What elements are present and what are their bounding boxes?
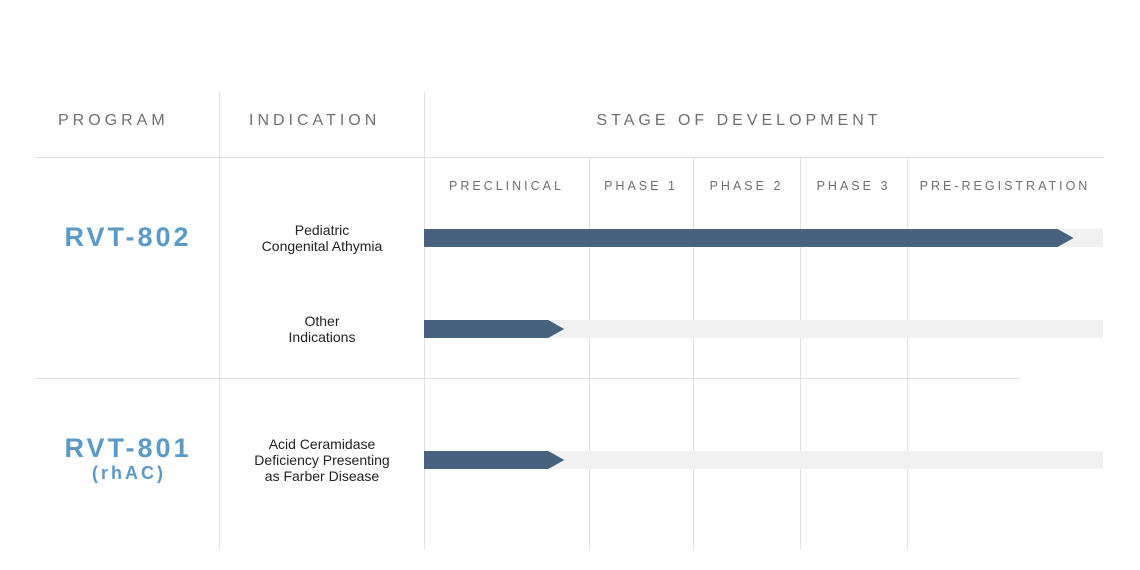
program-name: RVT-801 — [64, 433, 191, 463]
progress-bar — [424, 451, 565, 469]
grid — [35, 92, 1104, 550]
stage-label: PRECLINICAL — [449, 179, 564, 193]
header-indication: INDICATION — [249, 112, 380, 129]
progress-track — [424, 320, 1103, 338]
progress-bar — [424, 320, 565, 338]
progress-track — [424, 451, 1103, 469]
progress-bars — [424, 229, 1103, 469]
program-subtitle: (rhAC) — [92, 463, 166, 483]
indication-label: Other Indications — [289, 313, 356, 345]
header-stage: STAGE OF DEVELOPMENT — [596, 112, 881, 129]
stage-label: PHASE 2 — [710, 179, 784, 193]
progress-bar — [424, 229, 1074, 247]
stage-label: PRE-REGISTRATION — [920, 179, 1091, 193]
program-name: RVT-802 — [64, 222, 191, 252]
programs: RVT-802 RVT-801(rhAC) — [64, 222, 191, 483]
header-program: PROGRAM — [58, 112, 169, 129]
stage-label: PHASE 3 — [817, 179, 891, 193]
indication-label: Pediatric Congenital Athymia — [262, 222, 383, 254]
indication-label: Acid Ceramidase Deficiency Presenting as F… — [254, 436, 389, 484]
stage-label: PHASE 1 — [604, 179, 678, 193]
indications: Pediatric Congenital Athymia Other Indicati… — [254, 222, 389, 484]
stage-labels: PRECLINICAL PHASE 1 PHASE 2 PHASE 3 PRE-REGI… — [449, 179, 1091, 193]
stage-dividers — [589, 158, 908, 550]
